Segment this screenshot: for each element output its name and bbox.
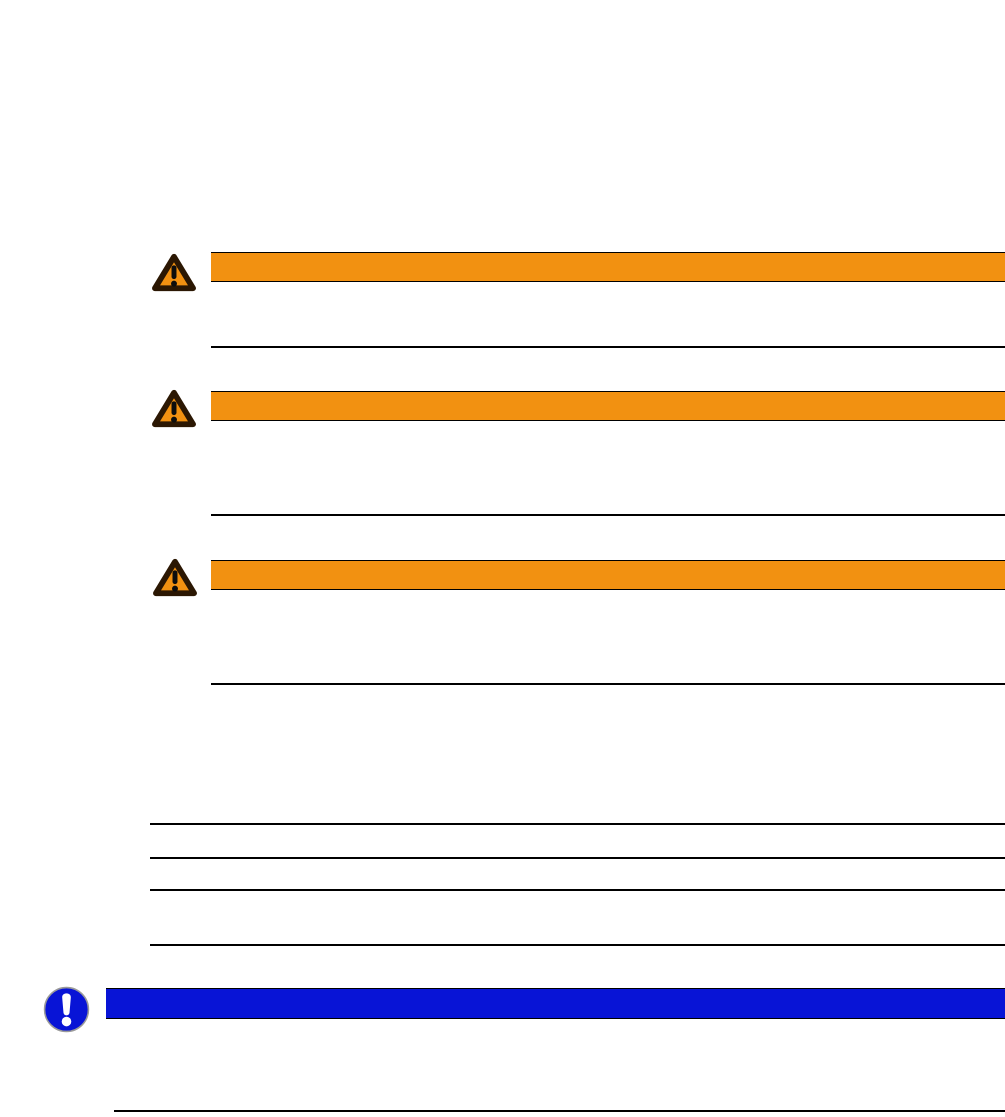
warning-banner <box>211 560 1005 590</box>
table-rule <box>150 823 1005 825</box>
section-rule <box>211 346 1005 348</box>
warning-triangle-icon <box>152 556 198 598</box>
warning-triangle-icon <box>151 251 197 293</box>
section-rule <box>211 683 1005 685</box>
table-rule <box>150 944 1005 946</box>
table-rule <box>150 889 1005 891</box>
exclamation-circle-icon <box>43 986 90 1033</box>
warning-triangle-icon <box>151 387 197 429</box>
footer-rule <box>114 1110 1005 1112</box>
warning-banner <box>211 252 1005 282</box>
section-rule <box>211 514 1005 516</box>
table-rule <box>150 857 1005 859</box>
warning-banner <box>211 391 1005 421</box>
note-banner <box>106 988 1005 1019</box>
